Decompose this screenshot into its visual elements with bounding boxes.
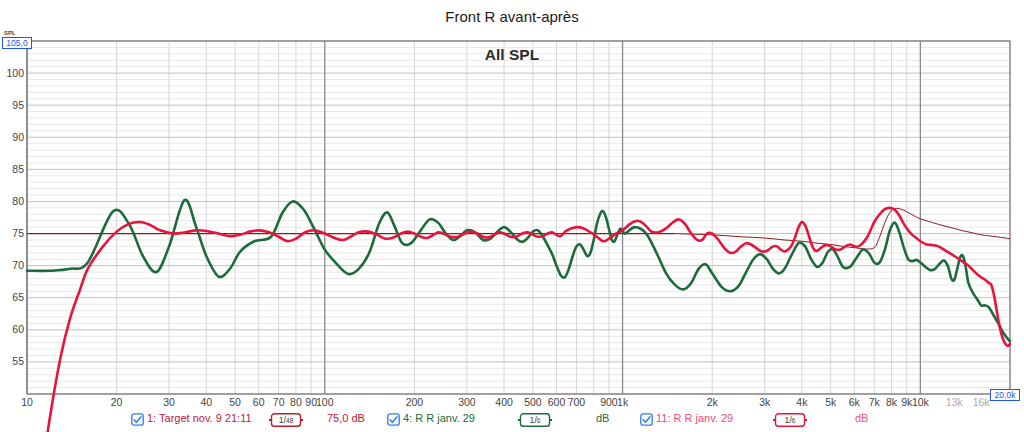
svg-text:1/6: 1/6 bbox=[785, 415, 796, 425]
svg-text:1/6: 1/6 bbox=[530, 415, 541, 425]
svg-text:1/48: 1/48 bbox=[279, 415, 294, 425]
